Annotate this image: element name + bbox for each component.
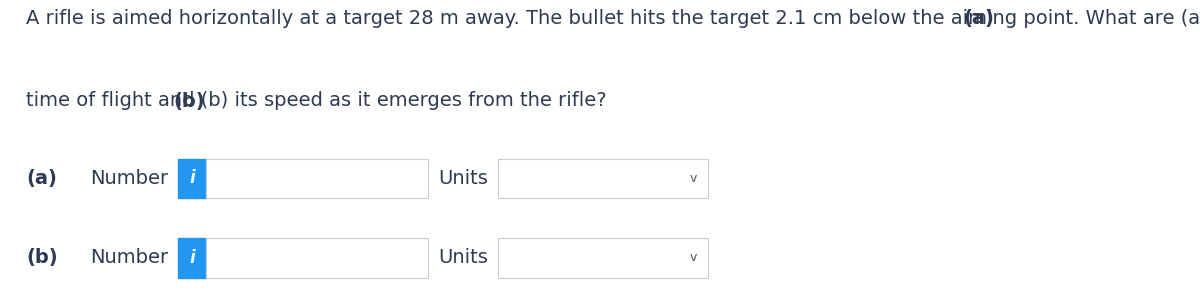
Text: (a): (a) <box>962 9 994 28</box>
FancyBboxPatch shape <box>178 159 206 198</box>
Text: Number: Number <box>90 248 168 267</box>
FancyBboxPatch shape <box>498 159 708 198</box>
Text: Units: Units <box>438 248 488 267</box>
FancyBboxPatch shape <box>206 159 428 198</box>
FancyBboxPatch shape <box>178 238 206 278</box>
FancyBboxPatch shape <box>206 238 428 278</box>
Text: Number: Number <box>90 169 168 188</box>
Text: v: v <box>690 251 697 264</box>
Text: v: v <box>690 172 697 185</box>
Text: (b): (b) <box>26 248 58 267</box>
Text: A rifle is aimed horizontally at a target 28 m away. The bullet hits the target : A rifle is aimed horizontally at a targe… <box>26 9 1200 28</box>
Text: (a): (a) <box>26 169 58 188</box>
Text: time of flight and (b) its speed as it emerges from the rifle?: time of flight and (b) its speed as it e… <box>26 92 607 110</box>
Text: (b): (b) <box>174 92 205 110</box>
FancyBboxPatch shape <box>498 238 708 278</box>
Text: i: i <box>190 249 194 267</box>
Text: Units: Units <box>438 169 488 188</box>
Text: i: i <box>190 169 194 188</box>
